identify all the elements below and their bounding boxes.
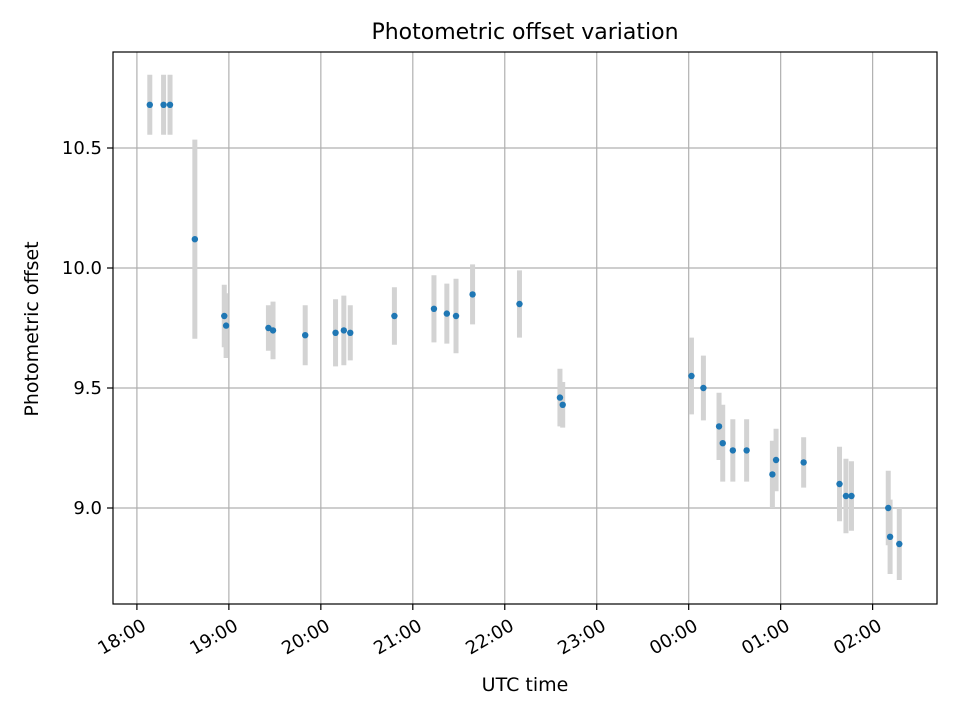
data-point (772, 456, 780, 464)
x-axis-label: UTC time (482, 674, 569, 696)
data-point (885, 504, 892, 512)
plot-frame (112, 51, 938, 605)
data-point (896, 540, 903, 548)
y-axis-label: Photometric offset (21, 241, 43, 416)
y-tick-label: 10.0 (62, 258, 102, 279)
data-point (191, 236, 199, 243)
data-point (729, 447, 737, 454)
data-point (842, 492, 850, 500)
data-point (221, 312, 228, 320)
data-point (556, 394, 564, 401)
data-point (836, 480, 843, 488)
data-point (688, 372, 695, 380)
data-point (302, 332, 309, 339)
data-point (469, 291, 476, 298)
data-point (340, 327, 348, 334)
data-point (160, 101, 167, 109)
data-point (769, 471, 776, 478)
data-point (347, 329, 354, 336)
data-point (559, 401, 566, 408)
data-point (719, 440, 726, 447)
grid-lines (113, 52, 937, 604)
y-tick-label: 9.0 (73, 498, 102, 519)
y-tick-label: 10.5 (62, 138, 102, 159)
data-point (848, 492, 855, 500)
chart-title: Photometric offset variation (371, 20, 678, 45)
data-point (430, 305, 438, 312)
data-point (332, 329, 339, 336)
data-point (146, 101, 153, 109)
data-point (443, 310, 451, 317)
data-point (800, 459, 807, 466)
data-point (715, 423, 723, 430)
data-point (452, 312, 460, 320)
data-point (743, 447, 750, 454)
data-point (269, 327, 277, 334)
data-point (222, 322, 230, 329)
data-point (166, 101, 174, 109)
data-point (516, 300, 523, 308)
data-points (146, 101, 903, 548)
data-point (886, 533, 894, 540)
data-point (700, 384, 707, 392)
data-point (391, 312, 398, 320)
y-tick-label: 9.5 (73, 378, 102, 399)
